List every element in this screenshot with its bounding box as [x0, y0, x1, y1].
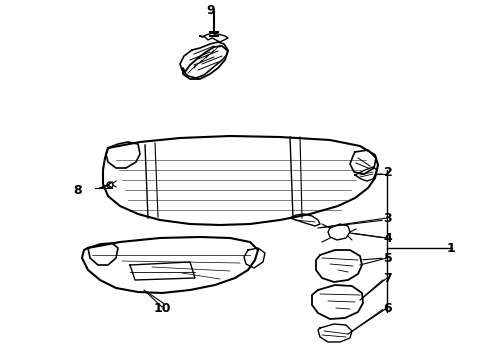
Text: 10: 10	[153, 302, 171, 315]
Text: 2: 2	[384, 166, 392, 179]
Text: 9: 9	[207, 4, 215, 17]
Text: 3: 3	[384, 212, 392, 225]
Text: 4: 4	[384, 231, 392, 244]
Text: 8: 8	[74, 184, 82, 197]
Text: 6: 6	[384, 302, 392, 315]
Text: 1: 1	[446, 242, 455, 255]
Text: 7: 7	[384, 271, 392, 284]
Text: 5: 5	[384, 252, 392, 265]
